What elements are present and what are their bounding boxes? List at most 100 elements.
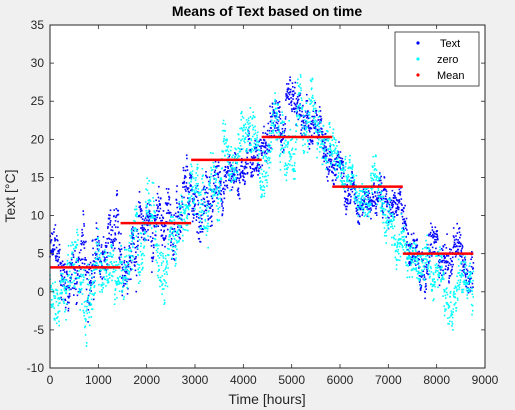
data-point (370, 199, 373, 201)
data-point (369, 207, 372, 209)
data-point (258, 163, 261, 166)
data-point (65, 289, 68, 292)
data-point (348, 166, 350, 169)
data-point (304, 124, 307, 127)
data-point (461, 246, 464, 248)
data-point (132, 229, 135, 232)
data-point (427, 262, 430, 264)
data-point (416, 251, 419, 254)
data-point (223, 197, 226, 200)
data-point (425, 246, 428, 249)
data-point (233, 180, 236, 183)
data-point (215, 173, 217, 175)
data-point (61, 280, 64, 283)
data-point (178, 236, 181, 239)
data-point (247, 123, 250, 125)
data-point (288, 93, 291, 96)
data-point (245, 119, 248, 121)
data-point (466, 294, 469, 296)
data-point (284, 116, 287, 118)
data-point (144, 201, 147, 203)
data-point (312, 109, 315, 112)
data-point (432, 231, 435, 234)
data-point (285, 179, 288, 182)
data-point (398, 200, 401, 203)
data-point (407, 233, 410, 235)
data-point (221, 214, 224, 217)
data-point (393, 218, 395, 221)
data-point (246, 147, 248, 150)
data-point (106, 279, 109, 282)
data-point (302, 149, 305, 152)
data-point (92, 263, 95, 265)
data-point (298, 114, 300, 117)
data-point (415, 246, 418, 248)
data-point (303, 132, 306, 134)
data-point (188, 213, 190, 216)
data-point (170, 226, 173, 229)
data-point (238, 155, 241, 158)
data-point (265, 152, 268, 155)
data-point (385, 217, 387, 219)
data-point (55, 257, 57, 259)
data-point (380, 175, 382, 178)
data-point (285, 144, 287, 146)
data-point (64, 263, 66, 265)
data-point (320, 115, 322, 118)
data-point (72, 248, 75, 250)
data-point (411, 256, 413, 259)
data-point (273, 108, 276, 111)
data-point (134, 215, 137, 217)
data-point (176, 230, 179, 233)
data-point (377, 200, 379, 203)
data-point (211, 196, 214, 198)
data-point (404, 242, 407, 245)
data-point (319, 130, 322, 132)
data-point (216, 187, 219, 189)
data-point (158, 244, 160, 247)
data-point (157, 196, 160, 199)
data-point (206, 214, 209, 217)
data-point (380, 198, 383, 201)
data-point (138, 191, 141, 193)
data-point (424, 246, 426, 249)
data-point (368, 201, 371, 203)
data-point (136, 247, 139, 249)
data-point (211, 224, 213, 227)
data-point (74, 277, 77, 280)
data-point (138, 264, 140, 266)
data-point (189, 172, 192, 175)
data-point (151, 271, 153, 273)
data-point (431, 278, 434, 281)
data-point (163, 225, 166, 228)
data-point (83, 263, 86, 265)
data-point (393, 216, 396, 218)
data-point (396, 207, 399, 209)
data-point (333, 160, 335, 162)
data-point (52, 250, 55, 253)
data-point (375, 214, 378, 216)
data-point (322, 149, 324, 151)
data-point (109, 209, 112, 212)
data-point (75, 303, 78, 305)
data-point (256, 166, 258, 169)
data-point (285, 139, 287, 142)
data-point (244, 165, 247, 168)
data-point (77, 234, 79, 236)
data-point (311, 77, 314, 80)
data-point (226, 149, 229, 151)
data-point (137, 232, 140, 235)
data-point (115, 238, 117, 241)
data-point (357, 221, 359, 224)
data-point (141, 228, 144, 231)
data-point (114, 289, 117, 292)
data-point (159, 217, 161, 219)
data-point (332, 179, 334, 182)
data-point (155, 218, 157, 221)
data-point (54, 295, 56, 297)
data-point (329, 160, 332, 163)
data-point (449, 301, 452, 304)
data-point (236, 162, 238, 165)
data-point (417, 258, 420, 260)
data-point (144, 239, 146, 242)
